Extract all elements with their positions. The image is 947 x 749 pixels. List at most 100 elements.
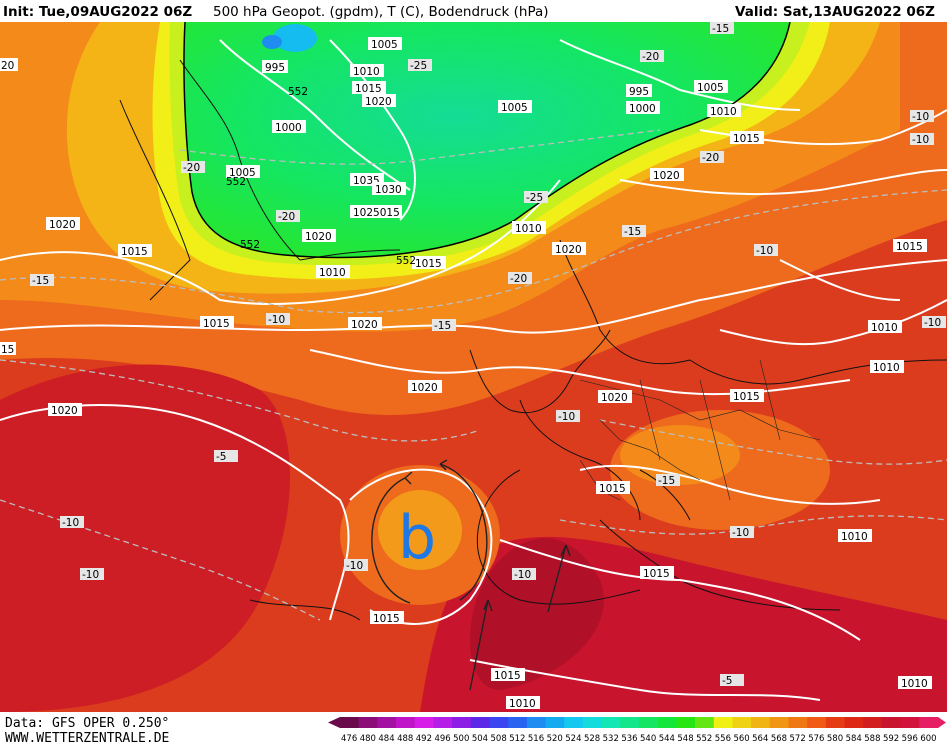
colorbar-swatch <box>340 717 360 728</box>
field-darkred-3 <box>470 538 604 690</box>
colorbar-swatch <box>657 717 677 728</box>
colorbar-swatch <box>788 717 808 728</box>
svg-text:1010: 1010 <box>353 66 380 78</box>
cold-core <box>273 24 317 52</box>
colorbar-tick-label: 504 <box>472 734 488 744</box>
temp-label: -20 <box>276 210 300 223</box>
colorbar-tick-label: 564 <box>752 734 768 744</box>
svg-text:-10: -10 <box>82 569 99 581</box>
svg-text:1015: 1015 <box>355 83 382 95</box>
svg-text:-25: -25 <box>526 192 543 204</box>
colorbar-tick-label: 592 <box>883 734 899 744</box>
header-valid: Valid: Sat,13AUG2022 06Z <box>735 4 935 20</box>
svg-text:-10: -10 <box>514 569 531 581</box>
isobar-label: 1015 <box>370 611 404 625</box>
isobar-label: 1020 <box>48 403 82 417</box>
colorbar-tick-label: 520 <box>547 734 563 744</box>
colorbar-tick-label: 572 <box>790 734 806 744</box>
isobar-label: 1015 <box>352 81 386 95</box>
svg-text:1030: 1030 <box>375 184 402 196</box>
colorbar-swatch <box>377 717 397 728</box>
isobar-label: 1015 <box>118 244 152 258</box>
colorbar-tick-label: 596 <box>902 734 918 744</box>
colorbar-tick-label: 536 <box>621 734 637 744</box>
svg-text:1015: 1015 <box>373 613 400 625</box>
footer-website: WWW.WETTERZENTRALE.DE <box>5 731 169 745</box>
geopot-label: 552 <box>396 255 416 267</box>
temp-label: -25 <box>408 59 432 72</box>
svg-text:-10: -10 <box>756 245 773 257</box>
colorbar-swatch <box>769 717 789 728</box>
temp-label: -5 <box>214 450 238 463</box>
colorbar-tick-label: 484 <box>378 734 394 744</box>
temp-label-group: -25 -20 -15 -20 -25 -20 -20 -15 -20 -15 … <box>30 22 946 687</box>
colorbar-swatch <box>844 717 864 728</box>
temp-label: -10 <box>922 316 946 329</box>
isobar-label: 1020 <box>650 168 684 182</box>
svg-text:1000: 1000 <box>275 122 302 134</box>
temp-label: -10 <box>60 516 84 529</box>
colorbar-tick-label: 496 <box>434 734 450 744</box>
temp-label: -15 <box>710 22 734 35</box>
isobar-label: 1015 <box>730 131 764 145</box>
colorbar-swatch <box>545 717 565 728</box>
colorbar-tick-label: 580 <box>827 734 843 744</box>
svg-text:1000: 1000 <box>629 103 656 115</box>
field-green <box>183 22 791 258</box>
colorbar-tick-label: 524 <box>565 734 581 744</box>
svg-text:1020: 1020 <box>411 382 438 394</box>
svg-text:1015: 1015 <box>896 241 923 253</box>
colorbar-tick-label: 528 <box>584 734 600 744</box>
svg-text:1020: 1020 <box>653 170 680 182</box>
colorbar-swatch <box>564 717 584 728</box>
svg-text:-15: -15 <box>658 475 675 487</box>
svg-text:1015: 1015 <box>203 318 230 330</box>
contour-552 <box>183 21 791 259</box>
isobar-label: 1015 <box>596 481 630 495</box>
colorbar-swatch <box>620 717 640 728</box>
header-title: 500 hPa Geopot. (gpdm), T (C), Bodendruc… <box>213 4 549 20</box>
temp-label: -15 <box>656 474 680 487</box>
isobar-label: 1010 <box>316 265 350 279</box>
colorbar-tick-label: 584 <box>846 734 862 744</box>
temp-label: -15 <box>30 274 54 287</box>
colorbar-tick-label: 560 <box>733 734 749 744</box>
temp-label: -15 <box>432 319 456 332</box>
svg-text:995: 995 <box>629 86 649 98</box>
colorbar-tick-label: 532 <box>603 734 619 744</box>
colorbar-swatch <box>900 717 920 728</box>
colorbar-swatch <box>489 717 509 728</box>
colorbar-swatch <box>433 717 453 728</box>
colorbar-left-arrow <box>328 717 340 728</box>
header-init: Init: Tue,09AUG2022 06Z <box>3 4 192 20</box>
colorbar-swatch <box>751 717 771 728</box>
isobar-label: 1025015 <box>350 205 402 219</box>
svg-text:1010: 1010 <box>710 106 737 118</box>
colorbar-swatch <box>414 717 434 728</box>
svg-text:-20: -20 <box>642 51 659 63</box>
temp-label: -20 <box>181 161 205 174</box>
colorbar-swatch <box>863 717 883 728</box>
colorbar-swatch <box>508 717 528 728</box>
svg-text:-20: -20 <box>183 162 200 174</box>
colorbar-tick-label: 508 <box>491 734 507 744</box>
footer-data-source: Data: GFS OPER 0.250° <box>5 716 169 731</box>
colorbar-swatch <box>695 717 715 728</box>
temp-label: -10 <box>754 244 778 257</box>
isobar-label: 1005 <box>226 165 260 179</box>
isobar-label: 1010 <box>707 104 741 118</box>
geopot-label: 552 <box>288 86 308 98</box>
isobar-label: 1020 <box>362 94 396 108</box>
temp-label: -20 <box>700 151 724 164</box>
isobar-label: 1020 <box>408 380 442 394</box>
colorbar-tick-label: 512 <box>509 734 525 744</box>
colorbar-tick-label: 588 <box>864 734 880 744</box>
isobar-label: 1015 <box>730 389 764 403</box>
svg-text:1005: 1005 <box>697 82 724 94</box>
svg-text:1015: 1015 <box>121 246 148 258</box>
svg-text:-10: -10 <box>912 134 929 146</box>
temp-label: -5 <box>720 674 744 687</box>
svg-text:1020: 1020 <box>601 392 628 404</box>
